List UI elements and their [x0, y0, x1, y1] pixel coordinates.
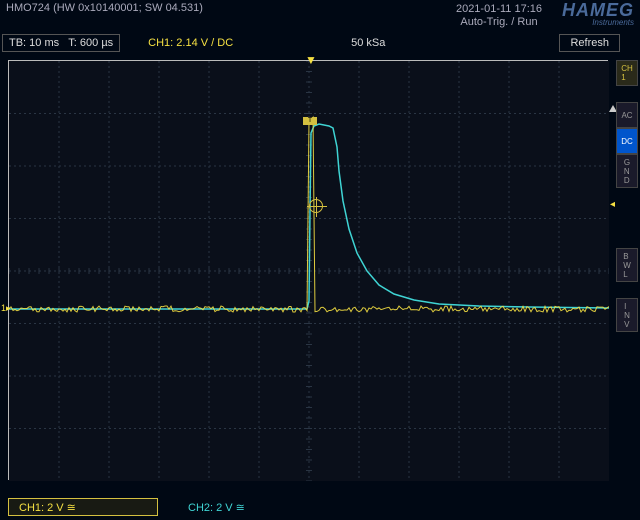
ch1-label[interactable]: CH1: 2 V ≅	[8, 498, 158, 516]
trigger-cursor-icon	[309, 199, 323, 213]
model-info: HMO724 (HW 0x10140001; SW 04.531)	[6, 2, 456, 14]
ac-coupling-button[interactable]: AC	[616, 102, 638, 128]
side-panel: CH1 AC DC GND BWL INV	[616, 60, 638, 332]
ch1-select-button[interactable]: CH1	[616, 60, 638, 86]
timebase-label: TB: 10 ms	[9, 37, 59, 49]
tdiv-label: T: 600 µs	[68, 37, 113, 49]
timebase-cell[interactable]: TB: 10 ms T: 600 µs	[2, 34, 120, 52]
refresh-button[interactable]: Refresh	[559, 34, 620, 52]
ch2-label[interactable]: CH2: 2 V ≅	[178, 498, 255, 516]
gnd-button[interactable]: GND	[616, 154, 638, 188]
brand-logo: HAMEG	[562, 2, 634, 18]
ch1-baseline-marker: 1▸	[1, 303, 11, 313]
trigger-position-marker: ▼	[305, 53, 317, 67]
sample-rate: 50 kSa	[351, 37, 385, 49]
dc-coupling-button[interactable]: DC	[616, 128, 638, 154]
oscilloscope-grid[interactable]: 1▸ ▼ ◂ T	[8, 60, 608, 480]
trigger-level-marker: ◂	[610, 199, 615, 210]
inv-button[interactable]: INV	[616, 298, 638, 332]
timestamp: 2021-01-11 17:16	[456, 3, 542, 16]
t-marker: T	[303, 117, 317, 125]
ch1-measure: CH1: 2.14 V / DC	[148, 37, 233, 49]
trigger-mode: Auto-Trig. / Run	[456, 16, 542, 29]
bwl-button[interactable]: BWL	[616, 248, 638, 282]
